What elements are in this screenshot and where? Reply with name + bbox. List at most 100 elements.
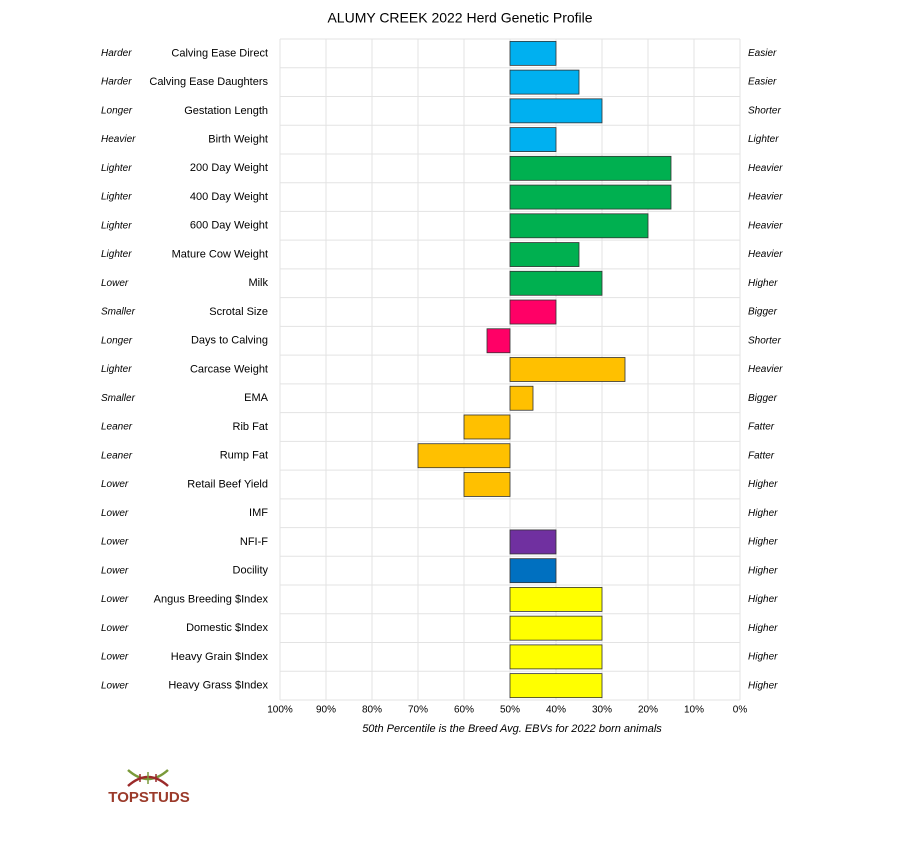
bar — [509, 615, 603, 641]
low-label: Lower — [101, 680, 129, 691]
x-tick-label: 80% — [362, 705, 382, 716]
high-label: Higher — [748, 508, 778, 519]
category-label: Rump Fat — [220, 450, 268, 462]
category-label: Domestic $Index — [186, 622, 268, 634]
low-label: Longer — [101, 335, 133, 346]
bar — [509, 213, 649, 239]
high-label: Bigger — [748, 307, 778, 318]
low-label: Lower — [101, 508, 129, 519]
category-label: IMF — [249, 507, 268, 519]
chart-title: ALUMY CREEK 2022 Herd Genetic Profile — [327, 10, 592, 26]
bar — [509, 40, 557, 66]
low-label: Lower — [101, 623, 129, 634]
high-label: Higher — [748, 623, 778, 634]
category-label: Calving Ease Direct — [171, 47, 268, 59]
high-label: Higher — [748, 479, 778, 490]
bar — [463, 472, 511, 497]
bar — [509, 184, 672, 210]
high-label: Higher — [748, 594, 778, 605]
category-label: Gestation Length — [184, 105, 268, 117]
low-label: Lower — [101, 652, 129, 663]
category-label: Mature Cow Weight — [172, 248, 268, 260]
high-label: Higher — [748, 652, 778, 663]
category-label: Scrotal Size — [209, 306, 268, 318]
low-label: Leaner — [101, 422, 133, 433]
low-label: Lower — [101, 594, 129, 605]
high-label: Heavier — [748, 249, 783, 260]
bar — [509, 529, 557, 555]
bar — [417, 443, 511, 469]
high-label: Easier — [748, 77, 777, 88]
category-label: 600 Day Weight — [190, 220, 268, 232]
x-tick-label: 0% — [733, 705, 748, 716]
bar — [509, 299, 557, 325]
category-label: Days to Calving — [191, 335, 268, 347]
bar — [509, 558, 557, 584]
low-label: Heavier — [101, 134, 136, 145]
high-label: Shorter — [748, 105, 781, 116]
bar — [509, 98, 603, 124]
bar — [509, 644, 603, 670]
bar — [509, 69, 580, 95]
low-label: Lower — [101, 278, 129, 289]
high-label: Higher — [748, 565, 778, 576]
category-label: Heavy Grain $Index — [171, 651, 269, 663]
low-label: Lower — [101, 479, 129, 490]
low-label: Lighter — [101, 192, 132, 203]
category-label: Docility — [233, 565, 269, 577]
high-label: Lighter — [748, 134, 779, 145]
high-label: Higher — [748, 680, 778, 691]
low-label: Lower — [101, 565, 129, 576]
bar — [509, 357, 626, 382]
logo-text: TOPSTUDS — [108, 789, 189, 806]
bar — [486, 328, 511, 354]
x-tick-label: 50% — [500, 705, 520, 716]
x-tick-label: 40% — [546, 705, 566, 716]
high-label: Higher — [748, 537, 778, 548]
high-label: Bigger — [748, 393, 778, 404]
low-label: Smaller — [101, 307, 136, 318]
low-label: Smaller — [101, 393, 136, 404]
category-label: EMA — [244, 392, 269, 404]
low-label: Harder — [101, 77, 132, 88]
high-label: Fatter — [748, 450, 775, 461]
bar — [509, 242, 580, 267]
x-axis-label: 50th Percentile is the Breed Avg. EBVs f… — [362, 723, 662, 735]
bar — [509, 587, 603, 612]
low-label: Lighter — [101, 163, 132, 174]
low-label: Lower — [101, 537, 129, 548]
x-tick-label: 30% — [592, 705, 612, 716]
high-label: Easier — [748, 48, 777, 59]
x-tick-label: 100% — [267, 705, 293, 716]
high-label: Fatter — [748, 422, 775, 433]
low-label: Longer — [101, 105, 133, 116]
low-label: Lighter — [101, 364, 132, 375]
high-label: Higher — [748, 278, 778, 289]
high-label: Heavier — [748, 364, 783, 375]
low-label: Lighter — [101, 249, 132, 260]
x-tick-label: 60% — [454, 705, 474, 716]
category-label: Angus Breeding $Index — [154, 593, 269, 605]
category-label: 200 Day Weight — [190, 162, 268, 174]
bar — [509, 270, 603, 296]
low-label: Lighter — [101, 220, 132, 231]
category-label: Rib Fat — [233, 421, 268, 433]
low-label: Leaner — [101, 450, 133, 461]
category-label: NFI-F — [240, 536, 268, 548]
bar — [463, 414, 511, 440]
category-label: Carcase Weight — [190, 363, 268, 375]
category-label: Birth Weight — [208, 133, 268, 145]
high-label: Heavier — [748, 163, 783, 174]
category-label: Heavy Grass $Index — [168, 680, 268, 692]
high-label: Shorter — [748, 335, 781, 346]
bar — [509, 127, 557, 152]
category-label: Calving Ease Daughters — [149, 76, 268, 88]
bar — [509, 673, 603, 699]
bar — [509, 385, 534, 411]
high-label: Heavier — [748, 220, 783, 231]
x-tick-label: 10% — [684, 705, 704, 716]
low-label: Harder — [101, 48, 132, 59]
bar — [509, 155, 672, 181]
category-label: Milk — [248, 277, 268, 289]
category-label: 400 Day Weight — [190, 191, 268, 203]
